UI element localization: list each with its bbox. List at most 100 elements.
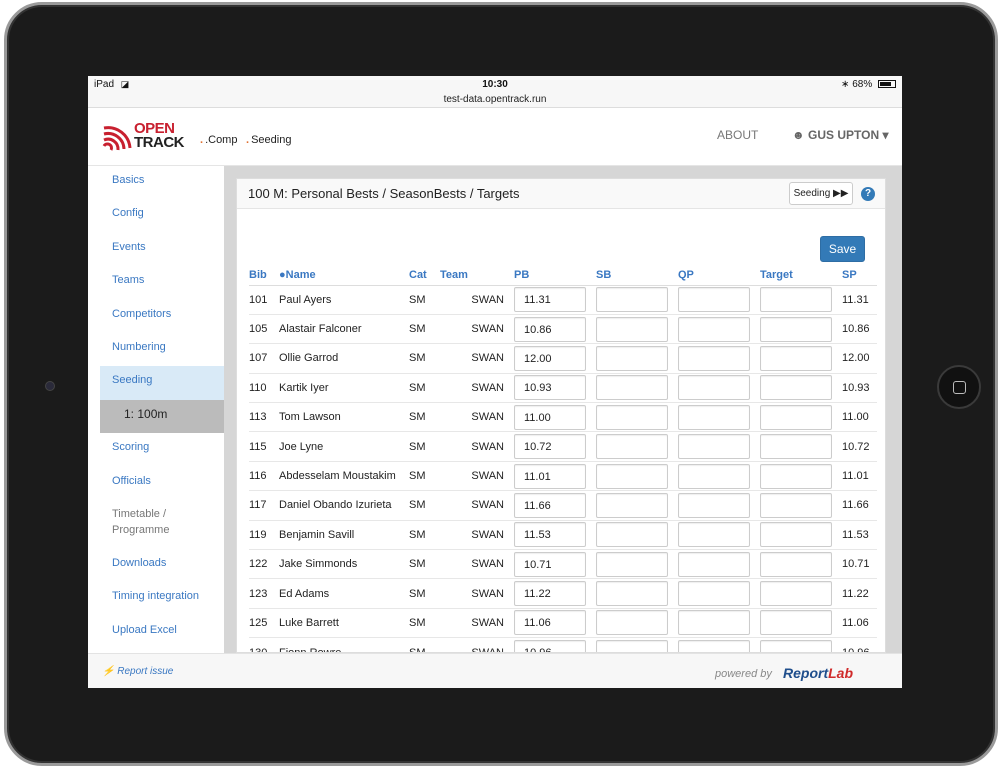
url-bar[interactable]: test-data.opentrack.run	[88, 94, 902, 108]
qp-input[interactable]	[678, 610, 750, 636]
sidebar-item-competitors[interactable]: Competitors	[112, 307, 172, 320]
sb-input[interactable]	[596, 316, 668, 342]
qp-input[interactable]	[678, 345, 750, 371]
sb-input[interactable]	[596, 345, 668, 371]
sp-cell: 11.53	[842, 519, 877, 550]
col-team[interactable]: Team	[440, 265, 514, 286]
qp-input[interactable]	[678, 287, 750, 313]
pb-input[interactable]: 11.00	[514, 404, 586, 430]
sidebar-item-numbering[interactable]: Numbering	[112, 340, 166, 353]
pb-input[interactable]: 11.01	[514, 463, 586, 489]
target-input[interactable]	[760, 610, 832, 636]
team-cell: SWAN	[440, 431, 514, 462]
sidebar-item-100m[interactable]: 1: 100m	[100, 399, 224, 434]
sidebar-item-downloads[interactable]: Downloads	[112, 556, 167, 569]
breadcrumb-seeding[interactable]: . Seeding	[246, 134, 291, 146]
qp-cell	[678, 431, 760, 462]
save-button[interactable]: Save	[820, 236, 865, 262]
sidebar-item-timing[interactable]: Timing integration	[112, 590, 200, 603]
seeding-button[interactable]: Seeding ▶▶	[789, 182, 853, 205]
pb-input[interactable]: 11.31	[514, 287, 586, 313]
breadcrumb-comp[interactable]: . .Comp	[200, 134, 237, 146]
pb-input[interactable]: 11.53	[514, 522, 586, 548]
col-qp[interactable]: QP	[678, 265, 760, 286]
sidebar-item-officials[interactable]: Officials	[112, 474, 151, 487]
target-input[interactable]	[760, 581, 832, 607]
sb-input[interactable]	[596, 522, 668, 548]
qp-input[interactable]	[678, 463, 750, 489]
pb-input[interactable]: 11.66	[514, 492, 586, 518]
qp-input[interactable]	[678, 492, 750, 518]
pb-input[interactable]: 11.22	[514, 581, 586, 607]
pb-input[interactable]: 10.71	[514, 551, 586, 577]
col-pb[interactable]: PB	[514, 265, 596, 286]
target-cell	[760, 313, 842, 344]
sidebar-item-basics[interactable]: Basics	[112, 174, 145, 186]
reportlab-logo[interactable]: ReportLab	[783, 665, 853, 681]
target-input[interactable]	[760, 287, 832, 313]
sb-input[interactable]	[596, 404, 668, 430]
qp-input[interactable]	[678, 375, 750, 401]
opentrack-logo[interactable]: OPEN TRACK	[102, 121, 192, 152]
sidebar-item-teams[interactable]: Teams	[112, 274, 145, 287]
qp-input[interactable]	[678, 434, 750, 460]
about-link[interactable]: ABOUT	[717, 128, 759, 142]
qp-input[interactable]	[678, 404, 750, 430]
target-input[interactable]	[760, 375, 832, 401]
sb-input[interactable]	[596, 434, 668, 460]
pb-input[interactable]: 10.86	[514, 316, 586, 342]
sidebar-item-seeding[interactable]: Seeding	[100, 366, 224, 400]
target-input[interactable]	[760, 404, 832, 430]
pb-input[interactable]: 12.00	[514, 345, 586, 371]
qp-input[interactable]	[678, 551, 750, 577]
sb-input[interactable]	[596, 375, 668, 401]
help-icon[interactable]: ?	[861, 187, 875, 201]
sb-input[interactable]	[596, 287, 668, 313]
sb-input[interactable]	[596, 463, 668, 489]
qp-input[interactable]	[678, 316, 750, 342]
col-sb[interactable]: SB	[596, 265, 678, 286]
col-bib[interactable]: Bib	[249, 265, 279, 286]
seeding-panel: 100 M: Personal Bests / SeasonBests / Ta…	[236, 178, 886, 653]
sb-cell	[596, 343, 678, 374]
col-cat[interactable]: Cat	[409, 265, 440, 286]
pb-input[interactable]: 10.93	[514, 375, 586, 401]
target-input[interactable]	[760, 492, 832, 518]
sb-input[interactable]	[596, 551, 668, 577]
target-input[interactable]	[760, 463, 832, 489]
sb-input[interactable]	[596, 610, 668, 636]
target-input[interactable]	[760, 551, 832, 577]
sidebar-item-scoring[interactable]: Scoring	[112, 441, 150, 454]
cat-cell: SM	[409, 519, 440, 550]
sidebar-item-events[interactable]: Events	[112, 240, 146, 253]
pb-input[interactable]: 11.06	[514, 610, 586, 636]
target-input[interactable]	[760, 522, 832, 548]
qp-input[interactable]	[678, 640, 750, 652]
home-button[interactable]	[937, 365, 981, 409]
col-target[interactable]: Target	[760, 265, 842, 286]
breadcrumb-dot: .	[246, 134, 250, 146]
report-issue-link[interactable]: ⚡ Report issue	[102, 666, 173, 677]
target-input[interactable]	[760, 640, 832, 652]
sb-input[interactable]	[596, 640, 668, 652]
pb-input[interactable]: 10.96	[514, 640, 586, 652]
target-input[interactable]	[760, 316, 832, 342]
sb-input[interactable]	[596, 492, 668, 518]
sidebar-item-timetable[interactable]: Timetable / Programme	[112, 507, 170, 536]
logo-text: OPEN TRACK	[134, 121, 185, 150]
target-cell	[760, 431, 842, 462]
target-input[interactable]	[760, 345, 832, 371]
sidebar-item-upload-excel[interactable]: Upload Excel	[112, 623, 177, 636]
sb-input[interactable]	[596, 581, 668, 607]
target-input[interactable]	[760, 434, 832, 460]
col-name[interactable]: ●Name	[279, 265, 409, 286]
qp-input[interactable]	[678, 581, 750, 607]
qp-input[interactable]	[678, 522, 750, 548]
table-row: 116 Abdesselam Moustakim SM SWAN 11.01 11.01	[249, 460, 877, 491]
sidebar-item-config[interactable]: Config	[112, 207, 144, 220]
col-bib-label: Bib	[249, 268, 267, 281]
col-sp[interactable]: SP	[842, 265, 877, 286]
user-menu[interactable]: ☻ GUS UPTON ▾	[792, 128, 888, 142]
team-cell: SWAN	[440, 607, 514, 638]
pb-input[interactable]: 10.72	[514, 434, 586, 460]
